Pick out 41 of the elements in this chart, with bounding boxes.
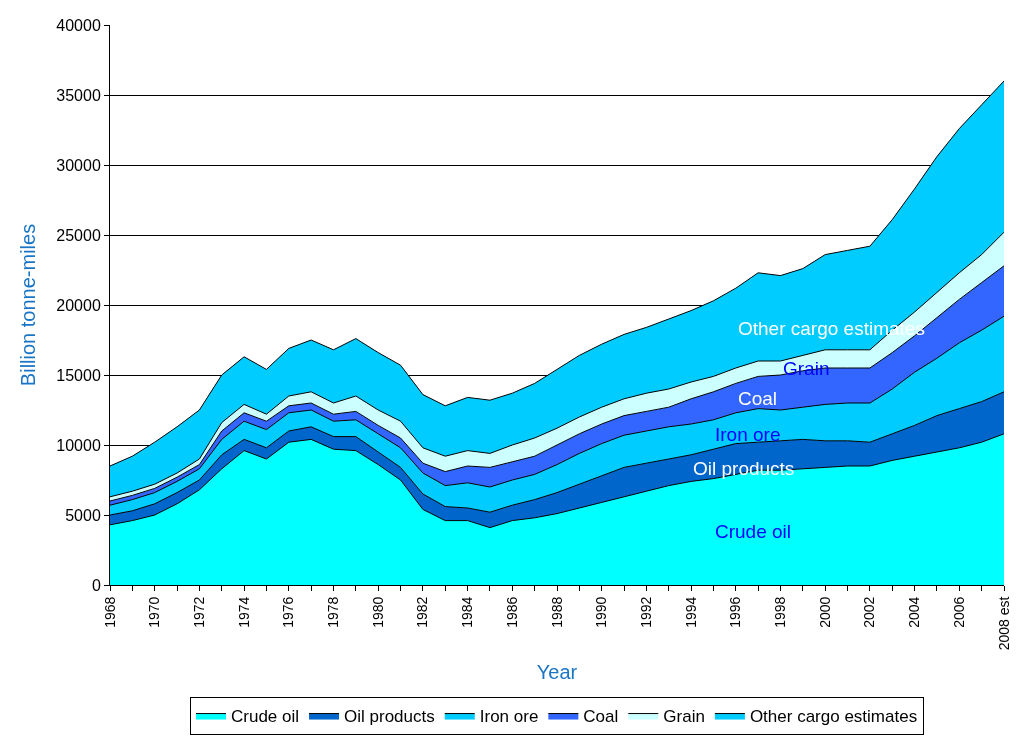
y-tick-label: 40000 bbox=[56, 16, 101, 34]
legend-label: Other cargo estimates bbox=[749, 707, 918, 727]
legend-label: Oil products bbox=[344, 707, 435, 727]
legend-label: Crude oil bbox=[231, 707, 300, 727]
x-tick-label: 1996 bbox=[727, 596, 744, 628]
x-tick-label: 1972 bbox=[190, 596, 207, 628]
x-tick-label: 1968 bbox=[101, 596, 118, 628]
y-tick-label: 25000 bbox=[56, 226, 101, 244]
x-tick-label: 2008 est bbox=[995, 596, 1012, 651]
x-tick-label: 1978 bbox=[325, 596, 342, 628]
y-tick-label: 10000 bbox=[56, 436, 101, 454]
x-tick-label: 1974 bbox=[235, 596, 252, 628]
y-tick-label: 5000 bbox=[65, 506, 101, 524]
x-tick-label: 2006 bbox=[950, 596, 967, 628]
x-tick-label: 1976 bbox=[280, 596, 297, 628]
y-tick-label: 0 bbox=[91, 576, 101, 594]
x-tick-label: 1986 bbox=[503, 596, 520, 628]
x-tick-label: 1982 bbox=[414, 596, 431, 628]
x-tick-label: 1984 bbox=[459, 596, 476, 628]
y-tick-label: 15000 bbox=[56, 366, 101, 384]
x-axis-title: Year bbox=[536, 660, 578, 683]
legend-label: Coal bbox=[583, 707, 619, 727]
x-tick-label: 1994 bbox=[682, 596, 699, 628]
legend-label: Iron ore bbox=[479, 707, 539, 727]
x-tick-label: 2004 bbox=[906, 596, 923, 628]
y-axis-title: Billion tonne-miles bbox=[16, 223, 39, 387]
x-tick-label: 1992 bbox=[637, 596, 654, 628]
y-tick-label: 35000 bbox=[56, 86, 101, 104]
text: Coal bbox=[738, 388, 778, 409]
x-tick-label: 1980 bbox=[369, 596, 386, 628]
text: Crude oil bbox=[715, 521, 792, 542]
x-tick-label: 1990 bbox=[593, 596, 610, 628]
text: Iron ore bbox=[715, 424, 781, 445]
legend-label: Grain bbox=[663, 707, 705, 727]
y-tick-label: 30000 bbox=[56, 156, 101, 174]
x-tick-label: 1988 bbox=[548, 596, 565, 628]
x-tick-label: 2002 bbox=[861, 596, 878, 628]
x-tick-label: 2000 bbox=[816, 596, 833, 628]
x-tick-label: 1970 bbox=[146, 596, 163, 628]
x-tick-label: 1998 bbox=[772, 596, 789, 628]
y-tick-label: 20000 bbox=[56, 296, 101, 314]
